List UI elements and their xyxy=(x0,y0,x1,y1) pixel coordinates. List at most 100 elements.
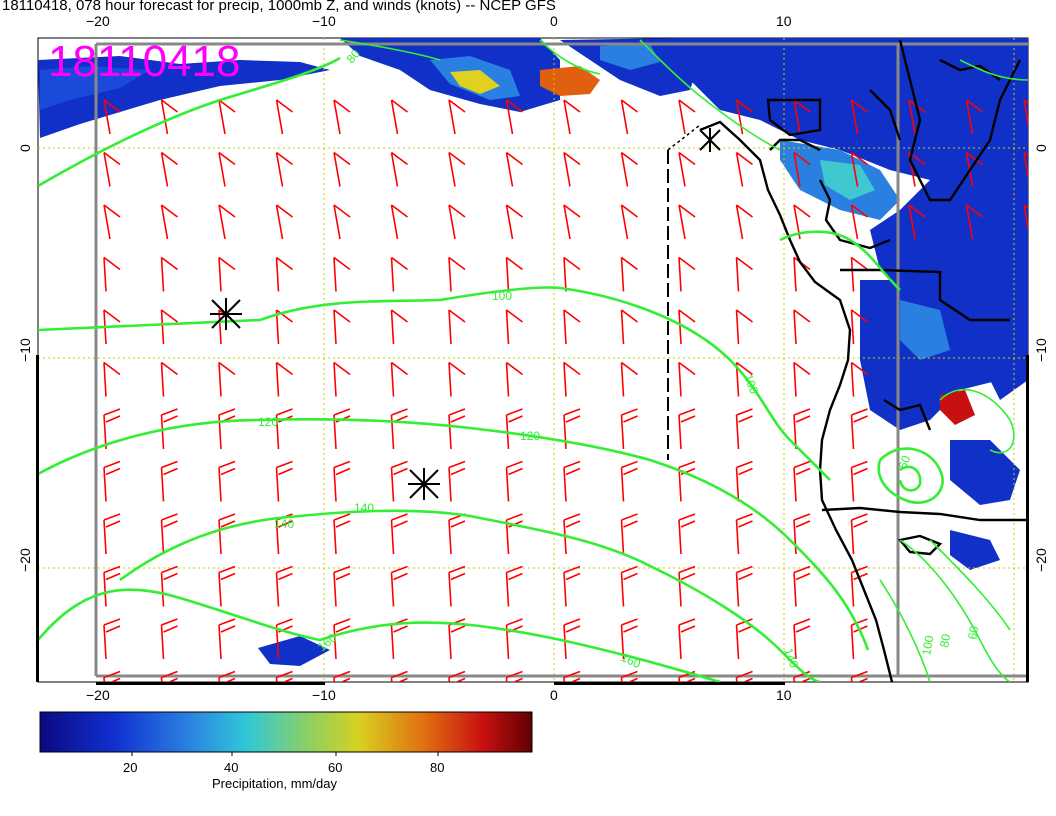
wind-barb xyxy=(505,565,523,607)
wind-barb xyxy=(678,204,696,240)
wind-barb xyxy=(735,618,753,660)
wind-barb xyxy=(563,99,581,135)
contour-labels: 80 100 100 120 120 140 140 160 160 60 10… xyxy=(258,46,981,671)
wind-barb xyxy=(160,408,178,450)
wind-barb xyxy=(448,151,466,187)
wind-barb xyxy=(678,361,696,397)
wind-barb xyxy=(160,204,178,240)
contour-label: 140 xyxy=(354,501,374,515)
wind-barb xyxy=(103,670,121,682)
wind-barb xyxy=(160,618,178,660)
wind-barb xyxy=(275,256,293,292)
wind-barb xyxy=(620,460,638,502)
wind-barb xyxy=(850,99,868,135)
contour-label: 100 xyxy=(741,372,761,396)
wind-barb xyxy=(103,565,121,607)
top-lon-label: 10 xyxy=(776,13,792,29)
wind-barb xyxy=(275,204,293,240)
top-lon-label: −20 xyxy=(86,13,110,29)
contour-label: 100 xyxy=(919,634,936,656)
wind-barb xyxy=(103,513,121,555)
wind-barb xyxy=(620,309,638,345)
wind-barb xyxy=(735,309,753,345)
contour-label: 120 xyxy=(520,429,540,443)
wind-barb xyxy=(850,565,868,607)
wind-barb xyxy=(620,618,638,660)
wind-barb xyxy=(850,408,868,450)
wind-barb xyxy=(160,565,178,607)
wind-barb xyxy=(333,309,351,345)
wind-barb xyxy=(793,309,811,345)
wind-barb xyxy=(218,565,236,607)
colorbar-label: Precipitation, mm/day xyxy=(212,776,337,791)
wind-barb xyxy=(333,151,351,187)
right-lat-label: 0 xyxy=(1033,144,1049,152)
wind-barb xyxy=(505,361,523,397)
wind-barb xyxy=(678,460,696,502)
wind-barb xyxy=(793,513,811,555)
wind-barb xyxy=(793,361,811,397)
wind-barb xyxy=(850,309,868,345)
wind-barb xyxy=(103,204,121,240)
wind-barb xyxy=(333,204,351,240)
wind-barb xyxy=(103,361,121,397)
left-lat-label: −10 xyxy=(17,338,33,362)
wind-barb xyxy=(505,460,523,502)
colorbar-tick: 20 xyxy=(123,760,137,775)
wind-barb xyxy=(160,99,178,135)
wind-barb xyxy=(448,565,466,607)
axis-labels: −20 −10 0 10 −20 −10 0 10 0 −10 −20 0 −1… xyxy=(17,13,1049,703)
wind-barb xyxy=(448,309,466,345)
wind-barb xyxy=(160,256,178,292)
wind-barb xyxy=(448,99,466,135)
wind-barb xyxy=(678,256,696,292)
wind-barb xyxy=(620,513,638,555)
wind-barb xyxy=(103,618,121,660)
wind-barb xyxy=(1023,204,1028,233)
colorbar-tick-labels: 20 40 60 80 xyxy=(123,760,444,775)
wind-barb xyxy=(505,99,523,135)
wind-barb xyxy=(390,204,408,240)
high-pressure-marker-icon xyxy=(408,468,440,500)
wind-barb xyxy=(218,460,236,502)
wind-barb xyxy=(390,309,408,345)
contour-label: 60 xyxy=(896,453,914,471)
wind-barb xyxy=(218,670,236,682)
wind-barb xyxy=(218,256,236,292)
wind-barb xyxy=(735,408,753,450)
low-pressure-marker-icon xyxy=(210,298,242,330)
wind-barb xyxy=(563,151,581,187)
wind-barb xyxy=(160,460,178,502)
wind-barb xyxy=(678,99,696,135)
wind-barb xyxy=(563,361,581,397)
colorbar-tick: 80 xyxy=(430,760,444,775)
contour-label: 60 xyxy=(965,625,981,641)
wind-barb xyxy=(275,151,293,187)
wind-barb xyxy=(563,256,581,292)
wind-barb xyxy=(735,204,753,240)
wind-barb xyxy=(103,151,121,187)
wind-barb xyxy=(160,513,178,555)
wind-barb xyxy=(850,670,868,682)
wind-barb xyxy=(160,361,178,397)
colorbar-tick: 40 xyxy=(224,760,238,775)
wind-barb xyxy=(678,513,696,555)
wind-barb xyxy=(850,256,868,292)
wind-barb xyxy=(850,460,868,502)
coastal-marker-icon xyxy=(699,128,721,152)
wind-barb xyxy=(160,670,178,682)
colorbar-tick: 60 xyxy=(328,760,342,775)
wind-barb xyxy=(333,256,351,292)
wind-barb xyxy=(218,361,236,397)
wind-barb xyxy=(448,256,466,292)
wind-barb xyxy=(563,204,581,240)
wind-barb xyxy=(620,99,638,135)
wind-barb xyxy=(103,460,121,502)
top-lon-label: 0 xyxy=(550,13,558,29)
contour-label: 100 xyxy=(492,289,512,303)
wind-barb xyxy=(965,99,983,135)
right-lat-label: −20 xyxy=(1033,548,1049,572)
colorbar-ticks xyxy=(131,752,439,756)
wind-barb xyxy=(620,256,638,292)
wind-barb xyxy=(678,151,696,187)
